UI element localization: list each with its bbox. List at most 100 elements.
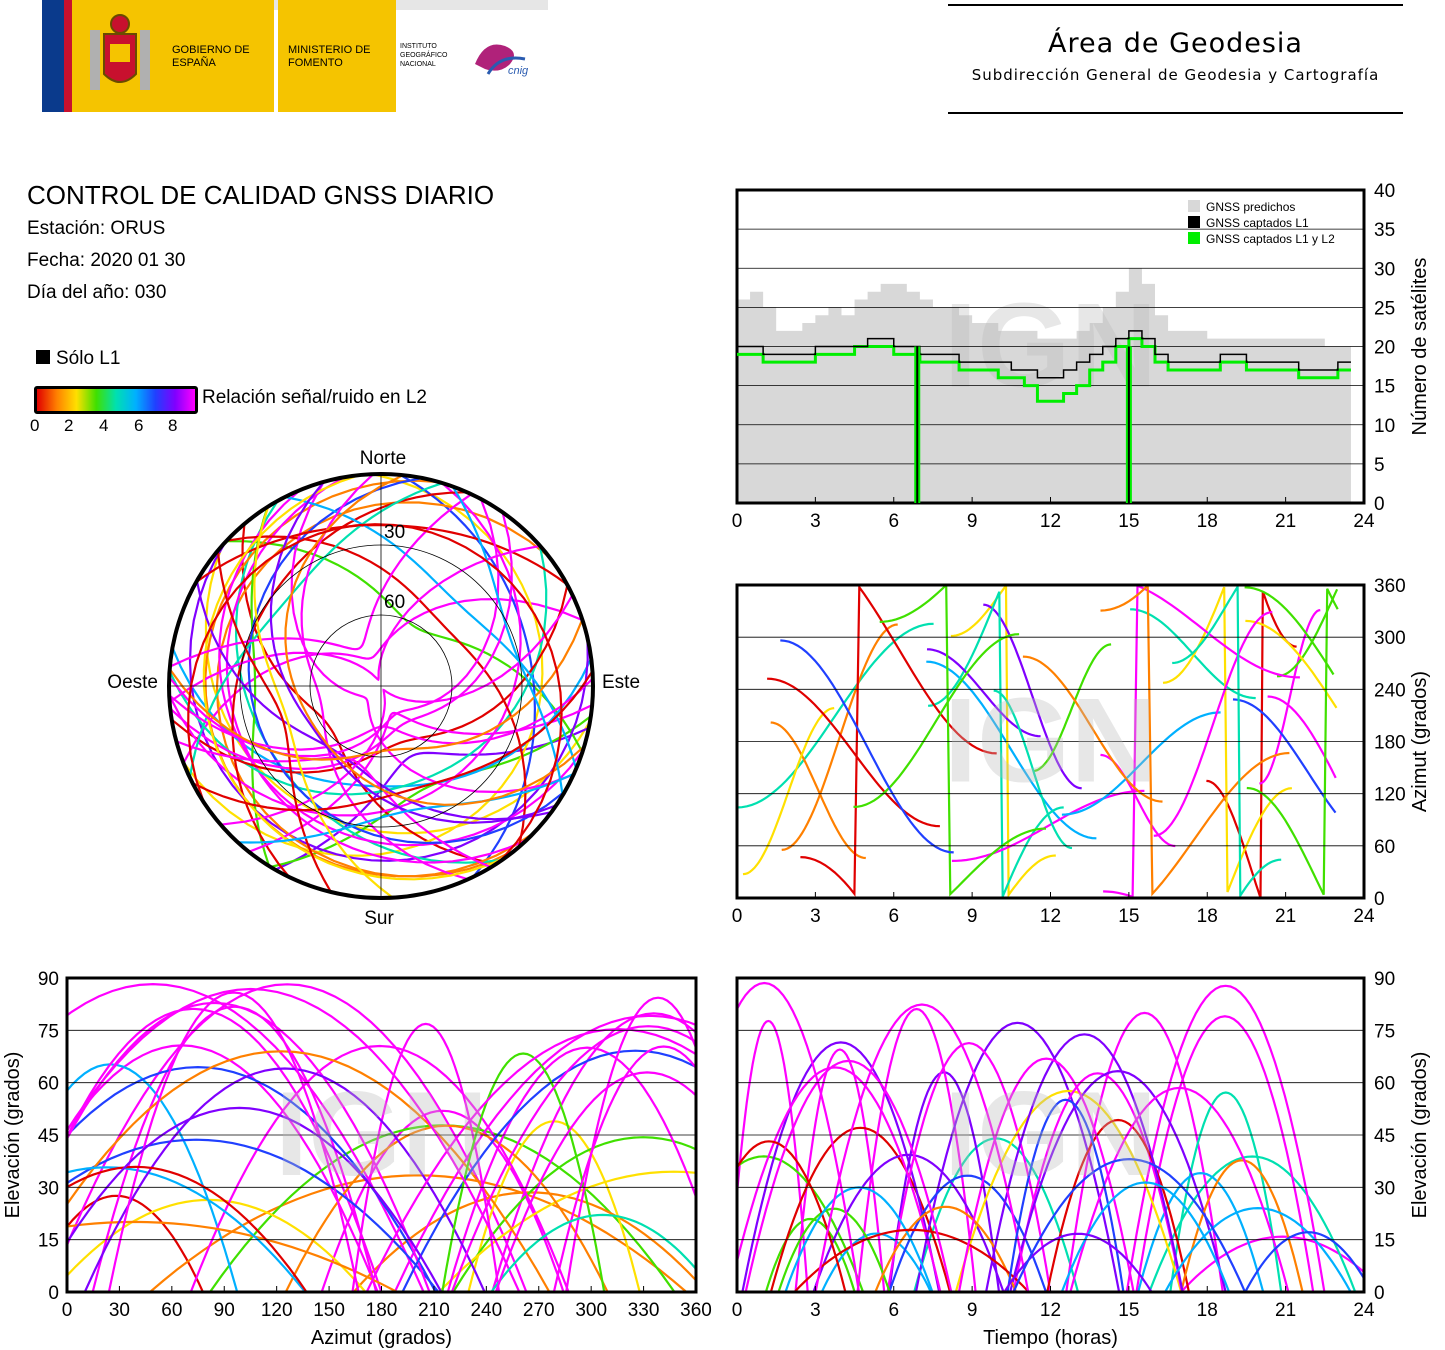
x-axis-label: Tiempo (horas) (983, 1327, 1118, 1349)
elevation-track (494, 1071, 696, 1292)
y-tick-label: 15 (1374, 377, 1395, 398)
elevation-time-track (1046, 1118, 1190, 1292)
azimuth-track (1259, 609, 1321, 785)
y-tick-label: 240 (1374, 680, 1406, 701)
y-tick-label: 60 (1374, 1074, 1395, 1095)
azimuth-track (1206, 591, 1297, 898)
azimuth-track (1245, 619, 1338, 709)
elevation-track (91, 1005, 378, 1292)
elevation-time-track (1012, 1157, 1247, 1292)
series-l1l2-line (737, 337, 1351, 403)
elevation-track (67, 1165, 308, 1292)
x-tick-label: 300 (575, 1300, 607, 1321)
skyplot-track (451, 485, 564, 796)
x-tick-label: 360 (680, 1300, 712, 1321)
elevation-time-track (737, 1140, 847, 1292)
skyplot-track (284, 495, 578, 770)
y-tick-label: 0 (1374, 1283, 1385, 1304)
elevation-track (452, 1136, 696, 1292)
azimuth-track (950, 585, 1056, 898)
x-tick-label: 18 (1197, 1300, 1218, 1321)
skyplot-track (169, 512, 513, 771)
y-tick-label: 75 (1374, 1021, 1395, 1042)
elevation-time-track (1164, 1206, 1352, 1292)
skyplot-track (216, 550, 332, 893)
y-tick-label: 300 (1374, 628, 1406, 649)
elevation-time-track (1009, 1069, 1227, 1292)
elevation-time-track (737, 1019, 809, 1292)
skyplot-track (169, 618, 584, 761)
y-tick-label: 35 (1374, 220, 1395, 241)
y-tick-label: 75 (38, 1021, 59, 1042)
y-tick-label: 90 (38, 969, 59, 990)
snr-tick: 0 (30, 416, 40, 435)
y-tick-label: 0 (48, 1283, 59, 1304)
elevation-time-track (737, 981, 860, 1292)
x-tick-label: 12 (1040, 906, 1061, 927)
snr-tick: 2 (64, 416, 74, 435)
azimuth-track (926, 660, 1097, 840)
plot-area (737, 981, 1364, 1292)
x-axis-label: Azimut (grados) (311, 1327, 452, 1349)
snr-tick: 4 (99, 416, 109, 435)
watermark: IGN (944, 1067, 1157, 1201)
elevation-time-track (1180, 1235, 1364, 1292)
elevation-time-track (1169, 1091, 1283, 1292)
elevation-time-track (814, 1003, 1030, 1292)
snr-tick: 6 (134, 416, 144, 435)
station-label: Estación: ORUS (27, 218, 166, 239)
y-tick-label: 120 (1374, 785, 1406, 806)
x-tick-label: 12 (1040, 511, 1061, 532)
watermark: IGN (944, 674, 1157, 808)
y-tick-label: 45 (1374, 1126, 1395, 1147)
x-tick-label: 21 (1275, 906, 1296, 927)
x-tick-label: 3 (810, 906, 821, 927)
elevation-time-track (957, 1057, 1135, 1292)
y-tick-label: 60 (38, 1074, 59, 1095)
page-subtitle: Subdirección General de Geodesia y Carto… (971, 66, 1380, 84)
legend-l1-only: Sólo L1 (36, 348, 120, 370)
y-tick-label: 25 (1374, 298, 1395, 319)
skyplot-track (226, 540, 584, 753)
x-tick-label: 0 (62, 1300, 73, 1321)
logo-ign-text: INSTITUTO GEOGRÁFICO NACIONAL (400, 43, 448, 68)
y-tick-label: 0 (1374, 889, 1385, 910)
skyplot-track (202, 474, 507, 881)
legend-swatch (1188, 232, 1200, 244)
elevation-time-track (888, 1174, 1048, 1292)
azimuth-track (1162, 586, 1293, 893)
y-tick-label: 30 (38, 1178, 59, 1199)
skyplot-track (188, 482, 443, 778)
plot-area (737, 585, 1339, 898)
x-tick-label: 270 (523, 1300, 555, 1321)
direction-west: Oeste (107, 672, 158, 693)
skyplot-track (187, 523, 563, 863)
y-axis-label: Elevación (grados) (2, 1052, 24, 1219)
elevation-time-track (874, 1205, 1018, 1292)
elevation-time-track (820, 1232, 932, 1292)
elevation-time-track (1148, 1155, 1357, 1292)
x-tick-label: 120 (261, 1300, 293, 1321)
x-tick-label: 150 (313, 1300, 345, 1321)
elevation-time-track (793, 1228, 1030, 1292)
snr-tick: 8 (168, 416, 178, 435)
azimuth-track (1100, 585, 1290, 897)
y-axis-label: Elevación (grados) (1409, 1052, 1431, 1219)
azimuth-track (993, 689, 1073, 850)
azimuth-track (1232, 698, 1337, 814)
plot-area (67, 982, 696, 1292)
elevation-time-track (744, 1059, 953, 1292)
report-title: CONTROL DE CALIDAD GNSS DIARIO (27, 180, 495, 210)
x-tick-label: 21 (1275, 1300, 1296, 1321)
logo-ministerio-text: MINISTERIO DE FOMENTO (288, 44, 371, 69)
x-tick-label: 30 (109, 1300, 130, 1321)
direction-north: Norte (360, 448, 406, 469)
elevation-track (67, 1194, 204, 1292)
x-tick-label: 3 (810, 1300, 821, 1321)
elevation-time-track (1060, 1181, 1231, 1292)
y-axis-label: Número de satélites (1409, 258, 1431, 436)
x-tick-label: 9 (967, 511, 978, 532)
elevation-track (67, 1050, 551, 1292)
elevation-track (401, 1049, 696, 1292)
